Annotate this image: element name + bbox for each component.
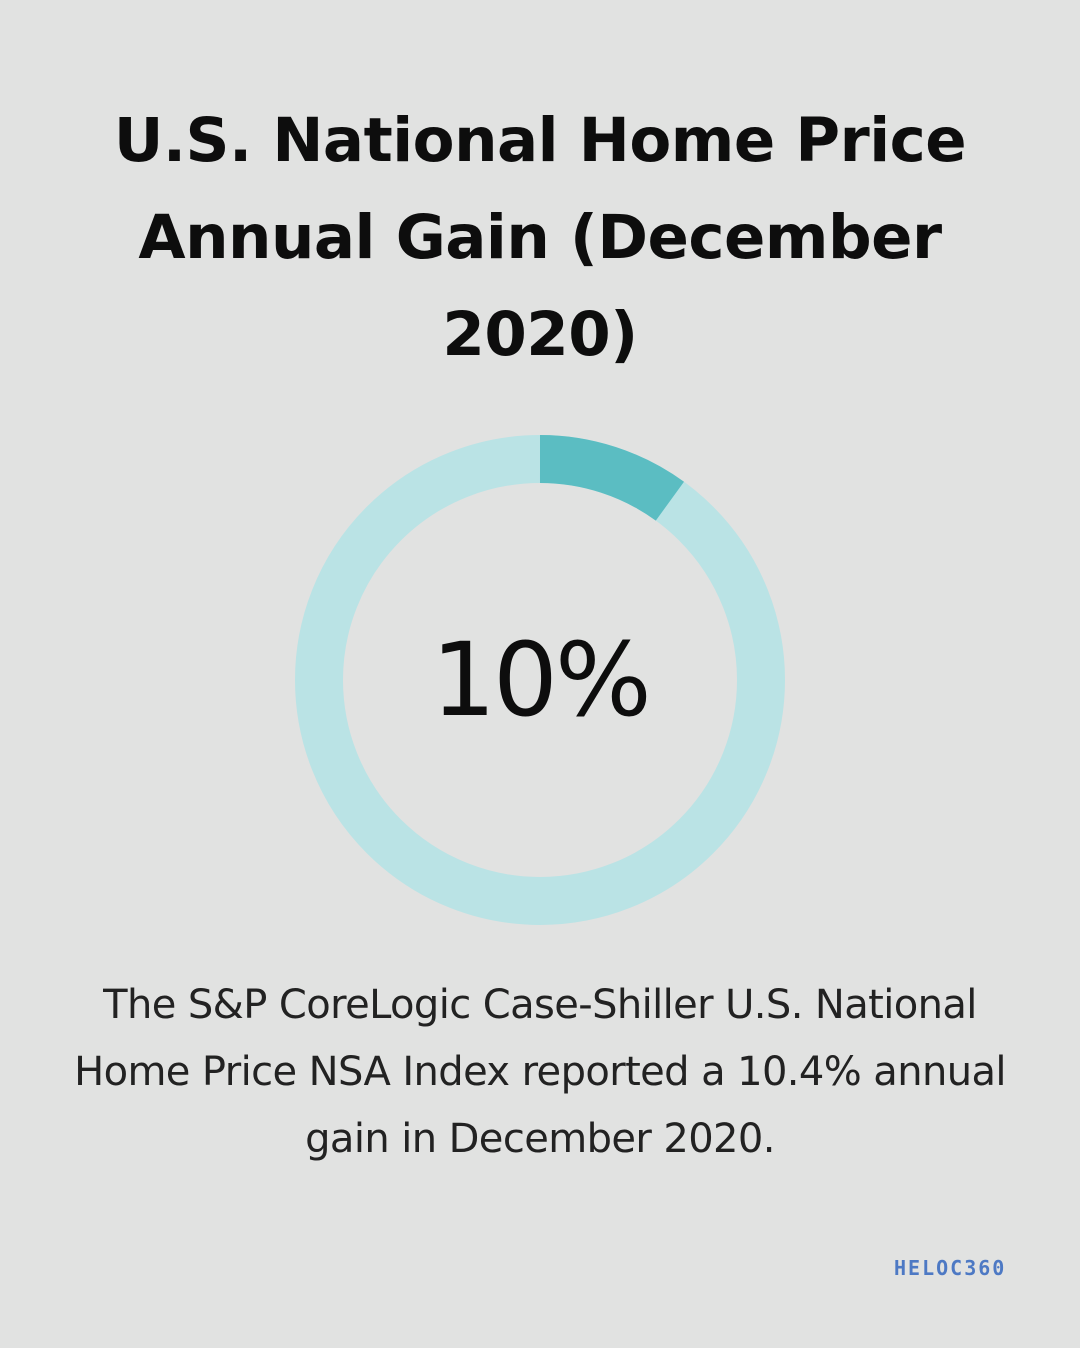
chart-title: U.S. National Home Price Annual Gain (De… (113, 105, 967, 370)
donut-svg (295, 435, 785, 925)
heloc360-logo-icon: HELOC360 (894, 1256, 1006, 1280)
donut-value-arc (539, 435, 685, 521)
donut-center-value: 10% (431, 620, 652, 740)
donut-chart: 10% (290, 430, 790, 930)
logo-text: HELOC360 (894, 1256, 1006, 1280)
description-text: The S&P CoreLogic Case-Shiller U.S. Nati… (74, 982, 1006, 1162)
brand-logo: HELOC360 (894, 1254, 1040, 1282)
